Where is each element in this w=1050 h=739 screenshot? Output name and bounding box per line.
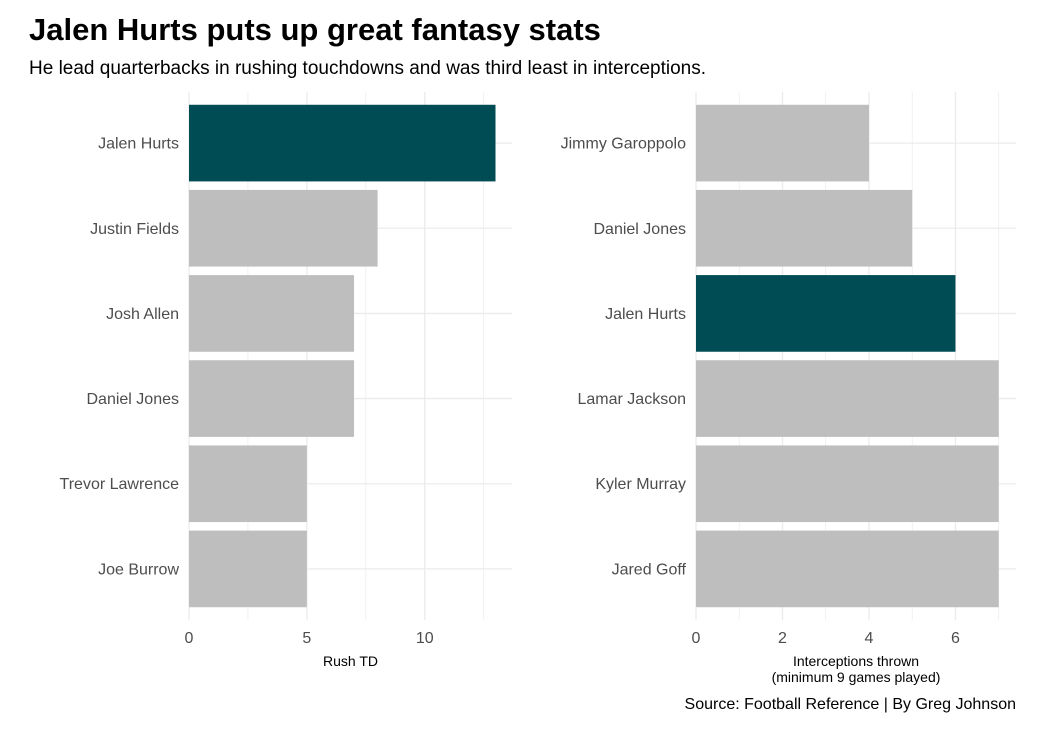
rush-category-label: Justin Fields bbox=[90, 221, 179, 238]
rush-tick-label: 0 bbox=[185, 630, 194, 647]
rush-bar bbox=[189, 445, 307, 523]
int-tick-label: 2 bbox=[778, 630, 787, 647]
rush-category-label: Trevor Lawrence bbox=[60, 476, 180, 493]
chart-title: Jalen Hurts puts up great fantasy stats bbox=[29, 12, 601, 47]
source-caption: Source: Football Reference | By Greg Joh… bbox=[684, 696, 1016, 713]
rush-tick-label: 10 bbox=[416, 630, 434, 647]
int-axis-title: (minimum 9 games played) bbox=[772, 669, 941, 685]
rush-category-label: Daniel Jones bbox=[87, 391, 180, 408]
int-axis-title: Interceptions thrown bbox=[793, 653, 919, 669]
rush-bar bbox=[189, 275, 355, 352]
int-category-label: Kyler Murray bbox=[595, 476, 686, 493]
int-bar bbox=[696, 189, 913, 267]
int-bar bbox=[696, 530, 999, 608]
rush-tick-label: 5 bbox=[302, 630, 311, 647]
int-bar bbox=[696, 360, 999, 437]
chart-subtitle: He lead quarterbacks in rushing touchdow… bbox=[29, 58, 706, 79]
int-bar bbox=[696, 104, 869, 182]
rush-bar bbox=[189, 104, 496, 182]
int-category-label: Daniel Jones bbox=[594, 221, 687, 238]
rush-bar bbox=[189, 189, 378, 267]
int-category-label: Jimmy Garoppolo bbox=[561, 136, 686, 153]
rush-category-label: Josh Allen bbox=[106, 306, 179, 323]
rush-category-label: Joe Burrow bbox=[98, 561, 179, 578]
int-category-label: Lamar Jackson bbox=[578, 391, 687, 408]
rush-bar bbox=[189, 530, 307, 608]
int-category-label: Jalen Hurts bbox=[605, 306, 686, 323]
rush-bar bbox=[189, 360, 355, 437]
int-tick-label: 6 bbox=[951, 630, 960, 647]
int-tick-label: 0 bbox=[692, 630, 701, 647]
int-tick-label: 4 bbox=[865, 630, 874, 647]
rush-axis-title: Rush TD bbox=[323, 653, 378, 669]
int-bar bbox=[696, 275, 956, 352]
int-category-label: Jared Goff bbox=[612, 561, 687, 578]
int-bar bbox=[696, 445, 999, 523]
rush-category-label: Jalen Hurts bbox=[98, 136, 179, 153]
